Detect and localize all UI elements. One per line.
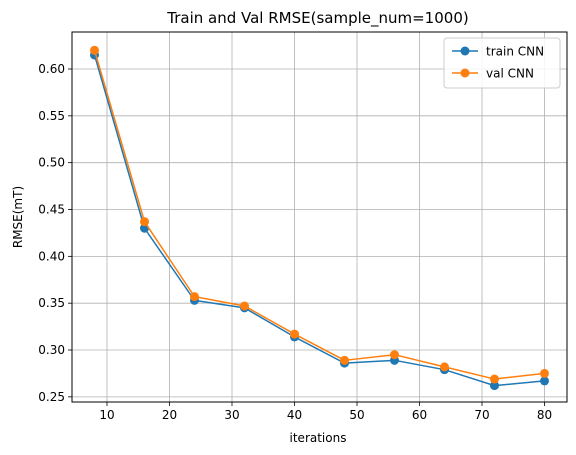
train-cnn-point	[490, 381, 499, 391]
y-tick-label: 0.25	[38, 390, 65, 404]
x-axis-ticks: 10 20 30 40 50 60 70 80	[99, 402, 552, 422]
y-tick-label: 0.55	[38, 109, 65, 123]
val-cnn-point	[490, 374, 499, 384]
x-tick-label: 50	[349, 408, 364, 422]
y-axis-ticks: 0.25 0.30 0.35 0.40 0.45 0.50 0.55 0.60	[38, 62, 72, 404]
val-cnn-point	[190, 292, 199, 302]
val-cnn-point	[140, 217, 149, 227]
y-tick-label: 0.50	[38, 156, 65, 170]
x-tick-label: 30	[224, 408, 239, 422]
chart-title: Train and Val RMSE(sample_num=1000)	[166, 9, 468, 28]
val-cnn-point	[340, 355, 349, 365]
val-cnn-point	[290, 329, 299, 339]
x-tick-label: 70	[474, 408, 489, 422]
x-tick-label: 10	[99, 408, 114, 422]
train-cnn-line	[93, 54, 545, 387]
x-tick-label: 40	[287, 408, 302, 422]
x-tick-label: 60	[412, 408, 427, 422]
x-tick-label: 80	[537, 408, 552, 422]
x-axis-label: iterations	[290, 431, 347, 445]
y-tick-label: 0.30	[38, 343, 65, 357]
val-cnn-line	[93, 50, 545, 380]
plot-frame	[71, 31, 568, 403]
y-axis-label: RMSE(mT)	[11, 186, 25, 248]
y-tick-label: 0.45	[38, 203, 65, 217]
legend-val-cnn-label: val CNN	[486, 67, 534, 81]
val-cnn-point	[440, 362, 449, 372]
y-tick-label: 0.35	[38, 296, 65, 310]
val-cnn-point	[90, 45, 99, 55]
legend-val-cnn-swatch-marker	[460, 68, 470, 78]
val-cnn-point	[240, 301, 249, 311]
val-cnn-point	[390, 350, 399, 360]
x-tick-label: 20	[162, 408, 177, 422]
train-cnn-point	[540, 376, 549, 386]
series-layer	[90, 45, 549, 391]
y-tick-label: 0.60	[38, 62, 65, 76]
legend-train-cnn-label: train CNN	[486, 45, 544, 59]
legend: train CNN val CNN	[443, 37, 561, 89]
y-tick-label: 0.40	[38, 249, 65, 263]
legend-train-cnn-swatch-marker	[460, 46, 470, 56]
val-cnn-point	[540, 368, 549, 378]
